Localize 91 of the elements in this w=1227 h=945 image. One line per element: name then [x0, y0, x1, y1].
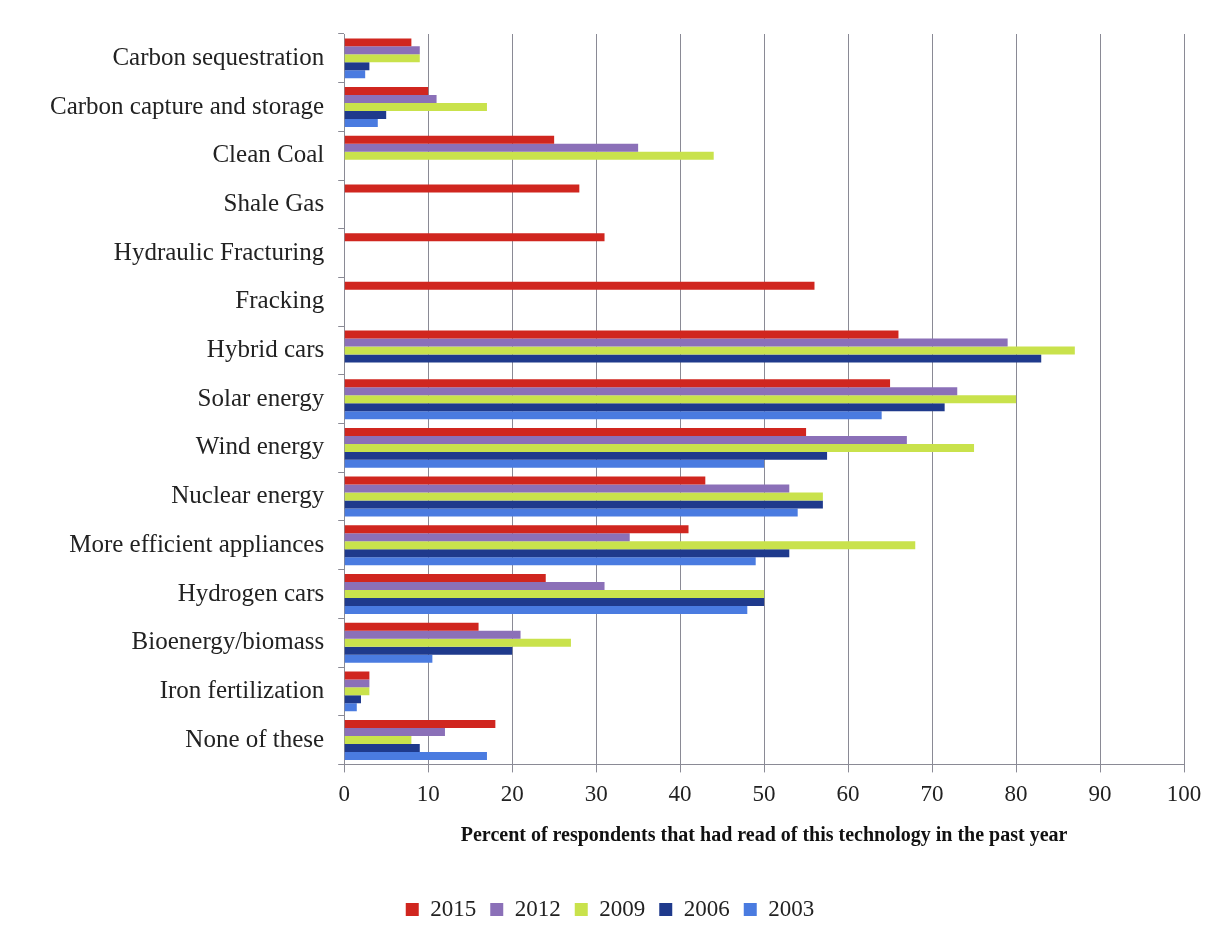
bar [344, 38, 412, 47]
y-tick-label: Wind energy [195, 432, 325, 460]
bar [344, 62, 370, 71]
bar [344, 338, 1008, 347]
y-tick-label: Clean Coal [212, 140, 325, 168]
x-axis-title: Percent of respondents that had read of this technology in the past year [460, 823, 1068, 847]
bar [344, 103, 487, 112]
bar [344, 679, 370, 688]
y-tick-label: Fracking [235, 286, 325, 314]
y-tick-label: Iron fertilization [159, 675, 325, 703]
bar [344, 533, 630, 542]
x-tick-label: 60 [836, 781, 860, 807]
bar [344, 720, 496, 729]
y-tick-label: Shale Gas [223, 188, 325, 216]
bar [344, 484, 790, 493]
bar [344, 135, 555, 144]
bar [344, 525, 689, 534]
x-tick-label: 100 [1166, 781, 1202, 807]
bar [344, 111, 387, 120]
legend-label: 2003 [768, 895, 815, 921]
bar [344, 387, 958, 396]
bar [344, 589, 765, 598]
legend-label: 2012 [514, 895, 561, 921]
legend-label: 2006 [683, 895, 730, 921]
bar [344, 671, 370, 680]
x-tick-label: 80 [1004, 781, 1028, 807]
bar [344, 622, 479, 631]
bar [344, 736, 412, 745]
bar [344, 549, 790, 558]
y-tick-label: Solar energy [197, 383, 325, 411]
bar [344, 605, 748, 614]
bar [344, 435, 907, 444]
y-tick-label: Hybrid cars [206, 335, 325, 363]
bar [344, 395, 1017, 404]
bar [344, 582, 605, 590]
y-tick-label: More efficient appliances [69, 529, 325, 557]
x-tick-label: 10 [416, 781, 440, 807]
bar [344, 500, 823, 509]
bar [344, 728, 445, 737]
bar [344, 703, 357, 712]
y-tick-label: Nuclear energy [171, 481, 325, 509]
bar [344, 95, 437, 104]
bar [344, 70, 366, 79]
bar [344, 443, 975, 452]
x-tick-label: 40 [668, 781, 692, 807]
bar [344, 744, 420, 753]
bar [344, 687, 370, 696]
y-tick-label: Hydraulic Fracturing [113, 237, 325, 265]
x-tick-label: 0 [338, 781, 350, 807]
bar [344, 459, 765, 468]
legend-label: 2009 [599, 895, 646, 921]
bar [344, 54, 420, 63]
bar [344, 597, 765, 606]
bar [344, 119, 378, 127]
bar [344, 46, 420, 55]
legend-label: 2015 [430, 895, 477, 921]
x-tick-label: 30 [584, 781, 608, 807]
bar [344, 330, 899, 339]
x-tick-label: 90 [1088, 781, 1112, 807]
bar [344, 630, 521, 639]
bar [344, 403, 945, 412]
bar [344, 151, 714, 160]
bar [344, 574, 546, 582]
bar [344, 492, 823, 501]
bar [344, 87, 429, 96]
y-tick-label: None of these [185, 724, 325, 752]
bar [344, 541, 916, 550]
bar [344, 427, 807, 436]
bar [344, 184, 580, 193]
x-tick-label: 50 [752, 781, 776, 807]
bar [344, 508, 798, 517]
bar [344, 379, 891, 388]
bar [344, 233, 605, 242]
bar [344, 411, 882, 420]
y-tick-label: Bioenergy/biomass [131, 627, 325, 655]
bar [344, 281, 815, 290]
bar [344, 346, 1075, 355]
y-tick-label: Hydrogen cars [177, 578, 325, 606]
bar [344, 695, 361, 704]
bar [344, 557, 756, 566]
bar [344, 752, 487, 761]
x-tick-label: 70 [920, 781, 944, 807]
bar [344, 476, 706, 485]
bar [344, 143, 639, 152]
bar [344, 451, 828, 460]
bar [344, 646, 513, 655]
y-tick-label: Carbon capture and storage [49, 91, 325, 119]
x-tick-label: 20 [500, 781, 524, 807]
bar [344, 638, 571, 647]
bar [344, 654, 433, 663]
y-tick-label: Carbon sequestration [112, 42, 325, 70]
